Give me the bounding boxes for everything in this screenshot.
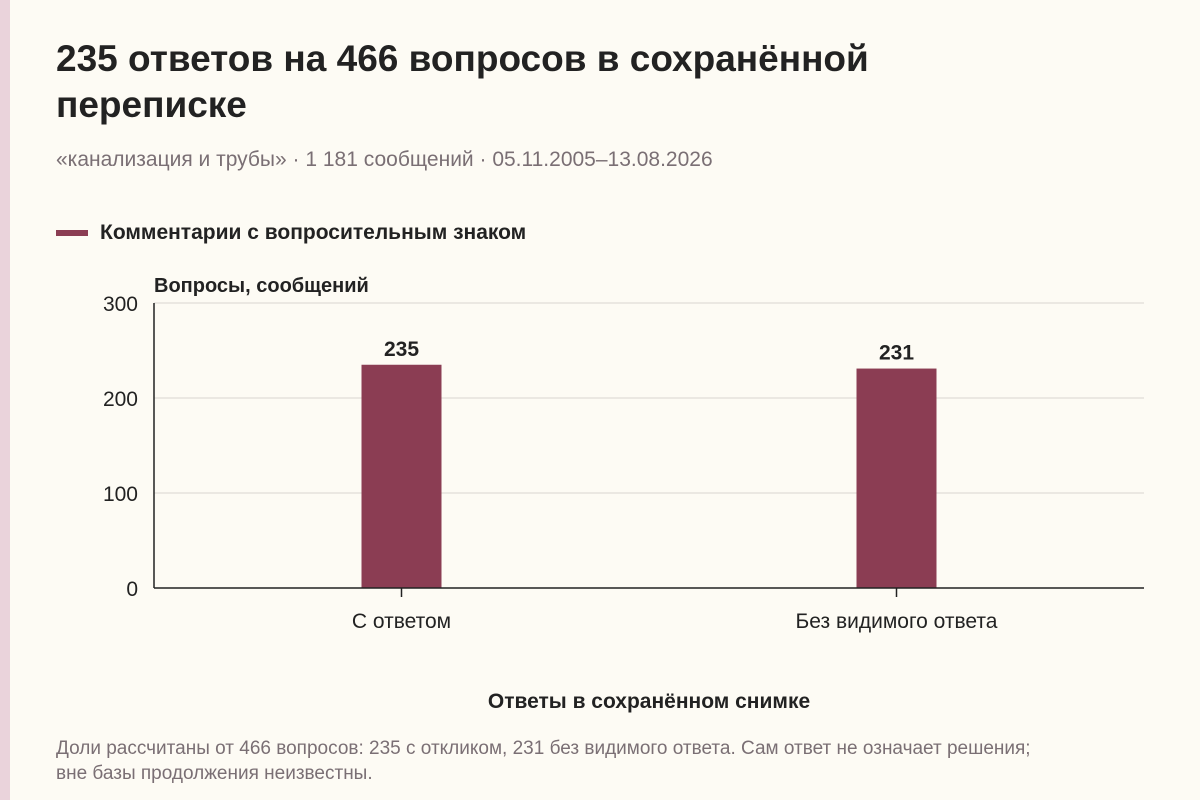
chart-subtitle: «канализация и трубы» · 1 181 сообщений … [56, 148, 713, 171]
bar [361, 364, 442, 588]
data-label: 235 [384, 338, 419, 361]
y-tick-label: 300 [103, 293, 138, 316]
x-tick-label: Без видимого ответа [796, 610, 998, 633]
legend-label: Комментарии с вопросительным знаком [100, 221, 527, 244]
y-tick-label: 100 [103, 483, 138, 506]
legend: Комментарии с вопросительным знаком [56, 219, 526, 247]
y-axis-title: Вопросы, сообщений [154, 275, 369, 297]
bar-chart: Вопросы, сообщений 0 100 200 300 235 С ответом… [103, 275, 1144, 713]
y-tick-label: 0 [126, 578, 138, 601]
chart-title: 235 ответов на 466 вопросов в сохранённо… [56, 38, 869, 125]
footnote: Доли рассчитаны от 466 вопросов: 235 с о… [56, 738, 1031, 784]
x-tick-label: С ответом [352, 610, 451, 633]
x-axis-title: Ответы в сохранённом снимке [488, 690, 810, 713]
left-accent-strip [0, 0, 10, 800]
legend-swatch [56, 230, 88, 236]
bar [856, 368, 937, 588]
y-tick-label: 200 [103, 388, 138, 411]
data-label: 231 [879, 342, 914, 365]
